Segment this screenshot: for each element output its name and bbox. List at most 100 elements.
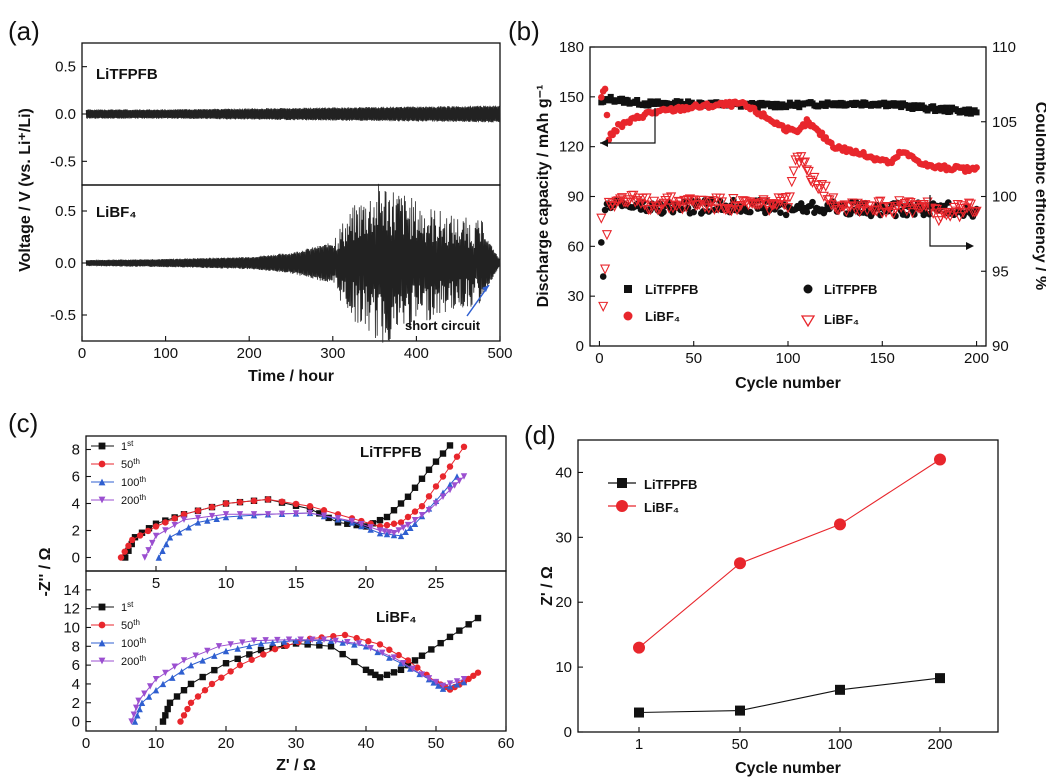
- c-legend-0-marker-1: [99, 461, 106, 468]
- c-0-series-1-point-0-0: [118, 554, 124, 560]
- c-0-series-1-point-1-1: [137, 532, 143, 538]
- c-0-series-1-point-8-1: [384, 522, 390, 528]
- legend-libf4-capacity: LiBF₄: [645, 309, 680, 324]
- c-0-series-0-point-11-0: [426, 467, 432, 473]
- c-0-series-1-point-2-2: [171, 515, 177, 521]
- c-0-series-1-point-0-1: [122, 548, 128, 554]
- c-1-series-0-point-1-2: [181, 687, 187, 693]
- c-legend-0-label-0: 1st: [121, 439, 134, 453]
- c-ytick-0-4-label: 4: [72, 496, 80, 513]
- c-1-series-1-point-2-0: [209, 681, 215, 687]
- panel-d-frame: [578, 440, 998, 732]
- c-ytick-1-2-label: 2: [72, 695, 80, 712]
- c-0-series-3-point-1-0: [153, 533, 159, 539]
- b-series-3-point-1: [597, 214, 605, 222]
- c-1-series-0-point-8-0: [377, 674, 383, 680]
- c-0-series-1-point-4-2: [251, 498, 257, 504]
- a-ytick-0-0.0-label: 0.0: [55, 106, 76, 123]
- b-ytick-60-label: 60: [567, 238, 584, 255]
- c-1-series-1-point-1-1: [195, 693, 201, 699]
- d-ytick-40-label: 40: [555, 464, 572, 481]
- panel-c-xlabel: Z' / Ω: [276, 757, 316, 774]
- b-y2tick-90-label: 90: [992, 338, 1009, 355]
- c-1-series-1-point-4-0: [272, 646, 278, 652]
- b-series-3-point-103: [789, 167, 797, 175]
- panel-c-top-legend: 1st50th100th200th: [91, 439, 146, 507]
- c-ytick-1-8-label: 8: [72, 638, 80, 655]
- c-0-series-1-point-6-0: [307, 503, 313, 509]
- a-xtick-100-label: 100: [153, 345, 178, 362]
- c-0-series-1-point-10-0: [419, 503, 425, 509]
- panel-d-label: (d): [524, 420, 556, 450]
- c-0-series-3-point-1-2: [171, 522, 177, 528]
- panel-c: (c) 0 10 20 30 40 50 605 10 15 20 2502468024681012…: [8, 408, 514, 774]
- c-0-series-2-point-0-1: [159, 548, 165, 554]
- b-series-2-point-1: [598, 239, 605, 246]
- c-0-series-0-point-10-0: [405, 494, 411, 500]
- litfpfb-voltage-trace: [86, 106, 500, 123]
- c-1-series-1-point-3-2: [260, 651, 266, 657]
- b-series-1-point-1: [598, 94, 605, 101]
- a-xtick-400-label: 400: [404, 345, 429, 362]
- c-1-series-3-line: [132, 640, 465, 722]
- c-0-series-1-point-9-1: [405, 514, 411, 520]
- panel-d-xlabel: Cycle number: [735, 760, 841, 777]
- c-0-series-1-point-3-1: [195, 508, 201, 514]
- panel-a: (a) 0 100 200 300 400 500 -0.5 0.0 0.5 -0.5 0.0 0.5…: [8, 16, 513, 385]
- panel-c-label: (c): [8, 408, 38, 438]
- b-xtick-0-label: 0: [595, 350, 603, 367]
- c-1-series-0-point-3-1: [234, 656, 240, 662]
- a-ytick-1-0.0-label: 0.0: [55, 255, 76, 272]
- panel-c-bottom-legend: 1st 50th 100th 200th: [91, 600, 146, 668]
- c-1-series-0-point-last: [475, 615, 481, 621]
- c-xtick-40-label: 40: [358, 735, 375, 752]
- c-0-series-3-point-9-1: [412, 517, 418, 523]
- c-0-series-1-point-5-2: [293, 501, 299, 507]
- c-legend-0-marker-0: [99, 443, 106, 450]
- legend-litfpfb-capacity: LiTFPFB: [645, 282, 698, 297]
- c-0-series-2-point-0-0: [156, 554, 162, 560]
- c-ytick-0-2-label: 2: [72, 523, 80, 540]
- b-series-1-point-9: [613, 128, 620, 135]
- b-y2tick-105-label: 105: [992, 114, 1017, 131]
- c-1-series-1-point-3-1: [248, 657, 254, 663]
- c-0-series-1-point-2-0: [153, 523, 159, 529]
- c-legend-0-label-2: 100th: [121, 475, 146, 489]
- c-1-series-0-point-2-2: [211, 667, 217, 673]
- d-ytick-20-label: 20: [555, 594, 572, 611]
- a-ytick-1-0.5-label: 0.5: [55, 203, 76, 220]
- c-0-series-3-point-0-0: [142, 554, 148, 560]
- b-xtick-100-label: 100: [775, 350, 800, 367]
- panel-c-libf4-label: LiBF₄: [376, 609, 416, 626]
- d-xtick-50-label: 50: [732, 736, 749, 753]
- c-1-series-0-point-1-0: [167, 700, 173, 706]
- c-1-series-1-point-3-0: [237, 662, 243, 668]
- c-0-series-0-point-9-1: [391, 507, 397, 513]
- c-1-series-0-point-6-1: [339, 651, 345, 657]
- c-0-series-2-point-1-1: [176, 529, 182, 535]
- b-ytick-120-label: 120: [559, 139, 584, 156]
- c-xtick-50-label: 50: [428, 735, 445, 752]
- legend-libf4-ce-marker: [802, 316, 814, 326]
- b-series-2-point-3: [602, 207, 609, 214]
- c-1-series-0-point-8-2: [391, 669, 397, 675]
- c-xtick-60-label: 60: [498, 735, 515, 752]
- b-y2tick-100-label: 100: [992, 189, 1017, 206]
- c-legend-1-label-2: 100th: [121, 636, 146, 650]
- legend-d-libf4-marker: [616, 500, 628, 512]
- c-1-series-3-point-3-2: [204, 648, 210, 654]
- a-ytick-1--0.5-label: -0.5: [50, 307, 76, 324]
- c-top-xtick-5-label: 5: [152, 575, 160, 592]
- b-ytick-0-label: 0: [576, 338, 584, 355]
- c-legend-1-label-3: 200th: [121, 654, 146, 668]
- c-0-series-1-point-4-0: [223, 500, 229, 506]
- c-0-series-0-point-9-2: [398, 500, 404, 506]
- c-1-series-1-point-7-1: [386, 647, 392, 653]
- c-0-series-0-point-8-2: [377, 517, 383, 523]
- c-0-series-1-point-9-2: [412, 508, 418, 514]
- panel-b: (b) 0 50 100 150 200030609012015018090951001…: [508, 16, 1046, 392]
- c-0-series-1-point-1-2: [145, 528, 151, 534]
- c-legend-0-label-3: 200th: [121, 493, 146, 507]
- legend-libf4-ce: LiBF₄: [824, 312, 859, 327]
